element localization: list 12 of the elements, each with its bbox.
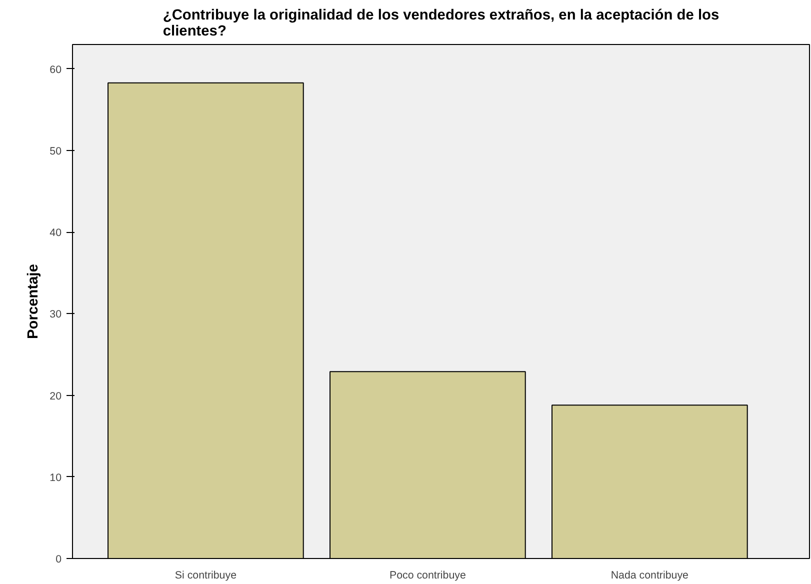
y-tick-label: 50: [50, 146, 62, 158]
y-tick-label: 30: [50, 308, 62, 321]
y-axis-title: Porcentaje: [26, 264, 42, 339]
y-tick-label: 40: [50, 227, 62, 240]
y-tick-label: 0: [56, 554, 62, 566]
y-tick-label: 20: [50, 390, 62, 402]
y-tick-label: 60: [50, 64, 62, 76]
y-tick-label: 10: [50, 472, 62, 484]
chart-title: ¿Contribuye la originalidad de los vendedores extraños, en la aceptación de los clientes?: [162, 8, 720, 40]
x-tick-label: Si contribuye: [174, 570, 237, 582]
x-tick-label: Poco contribuye: [389, 570, 466, 582]
x-tick-label: Nada contribuye: [610, 570, 689, 582]
